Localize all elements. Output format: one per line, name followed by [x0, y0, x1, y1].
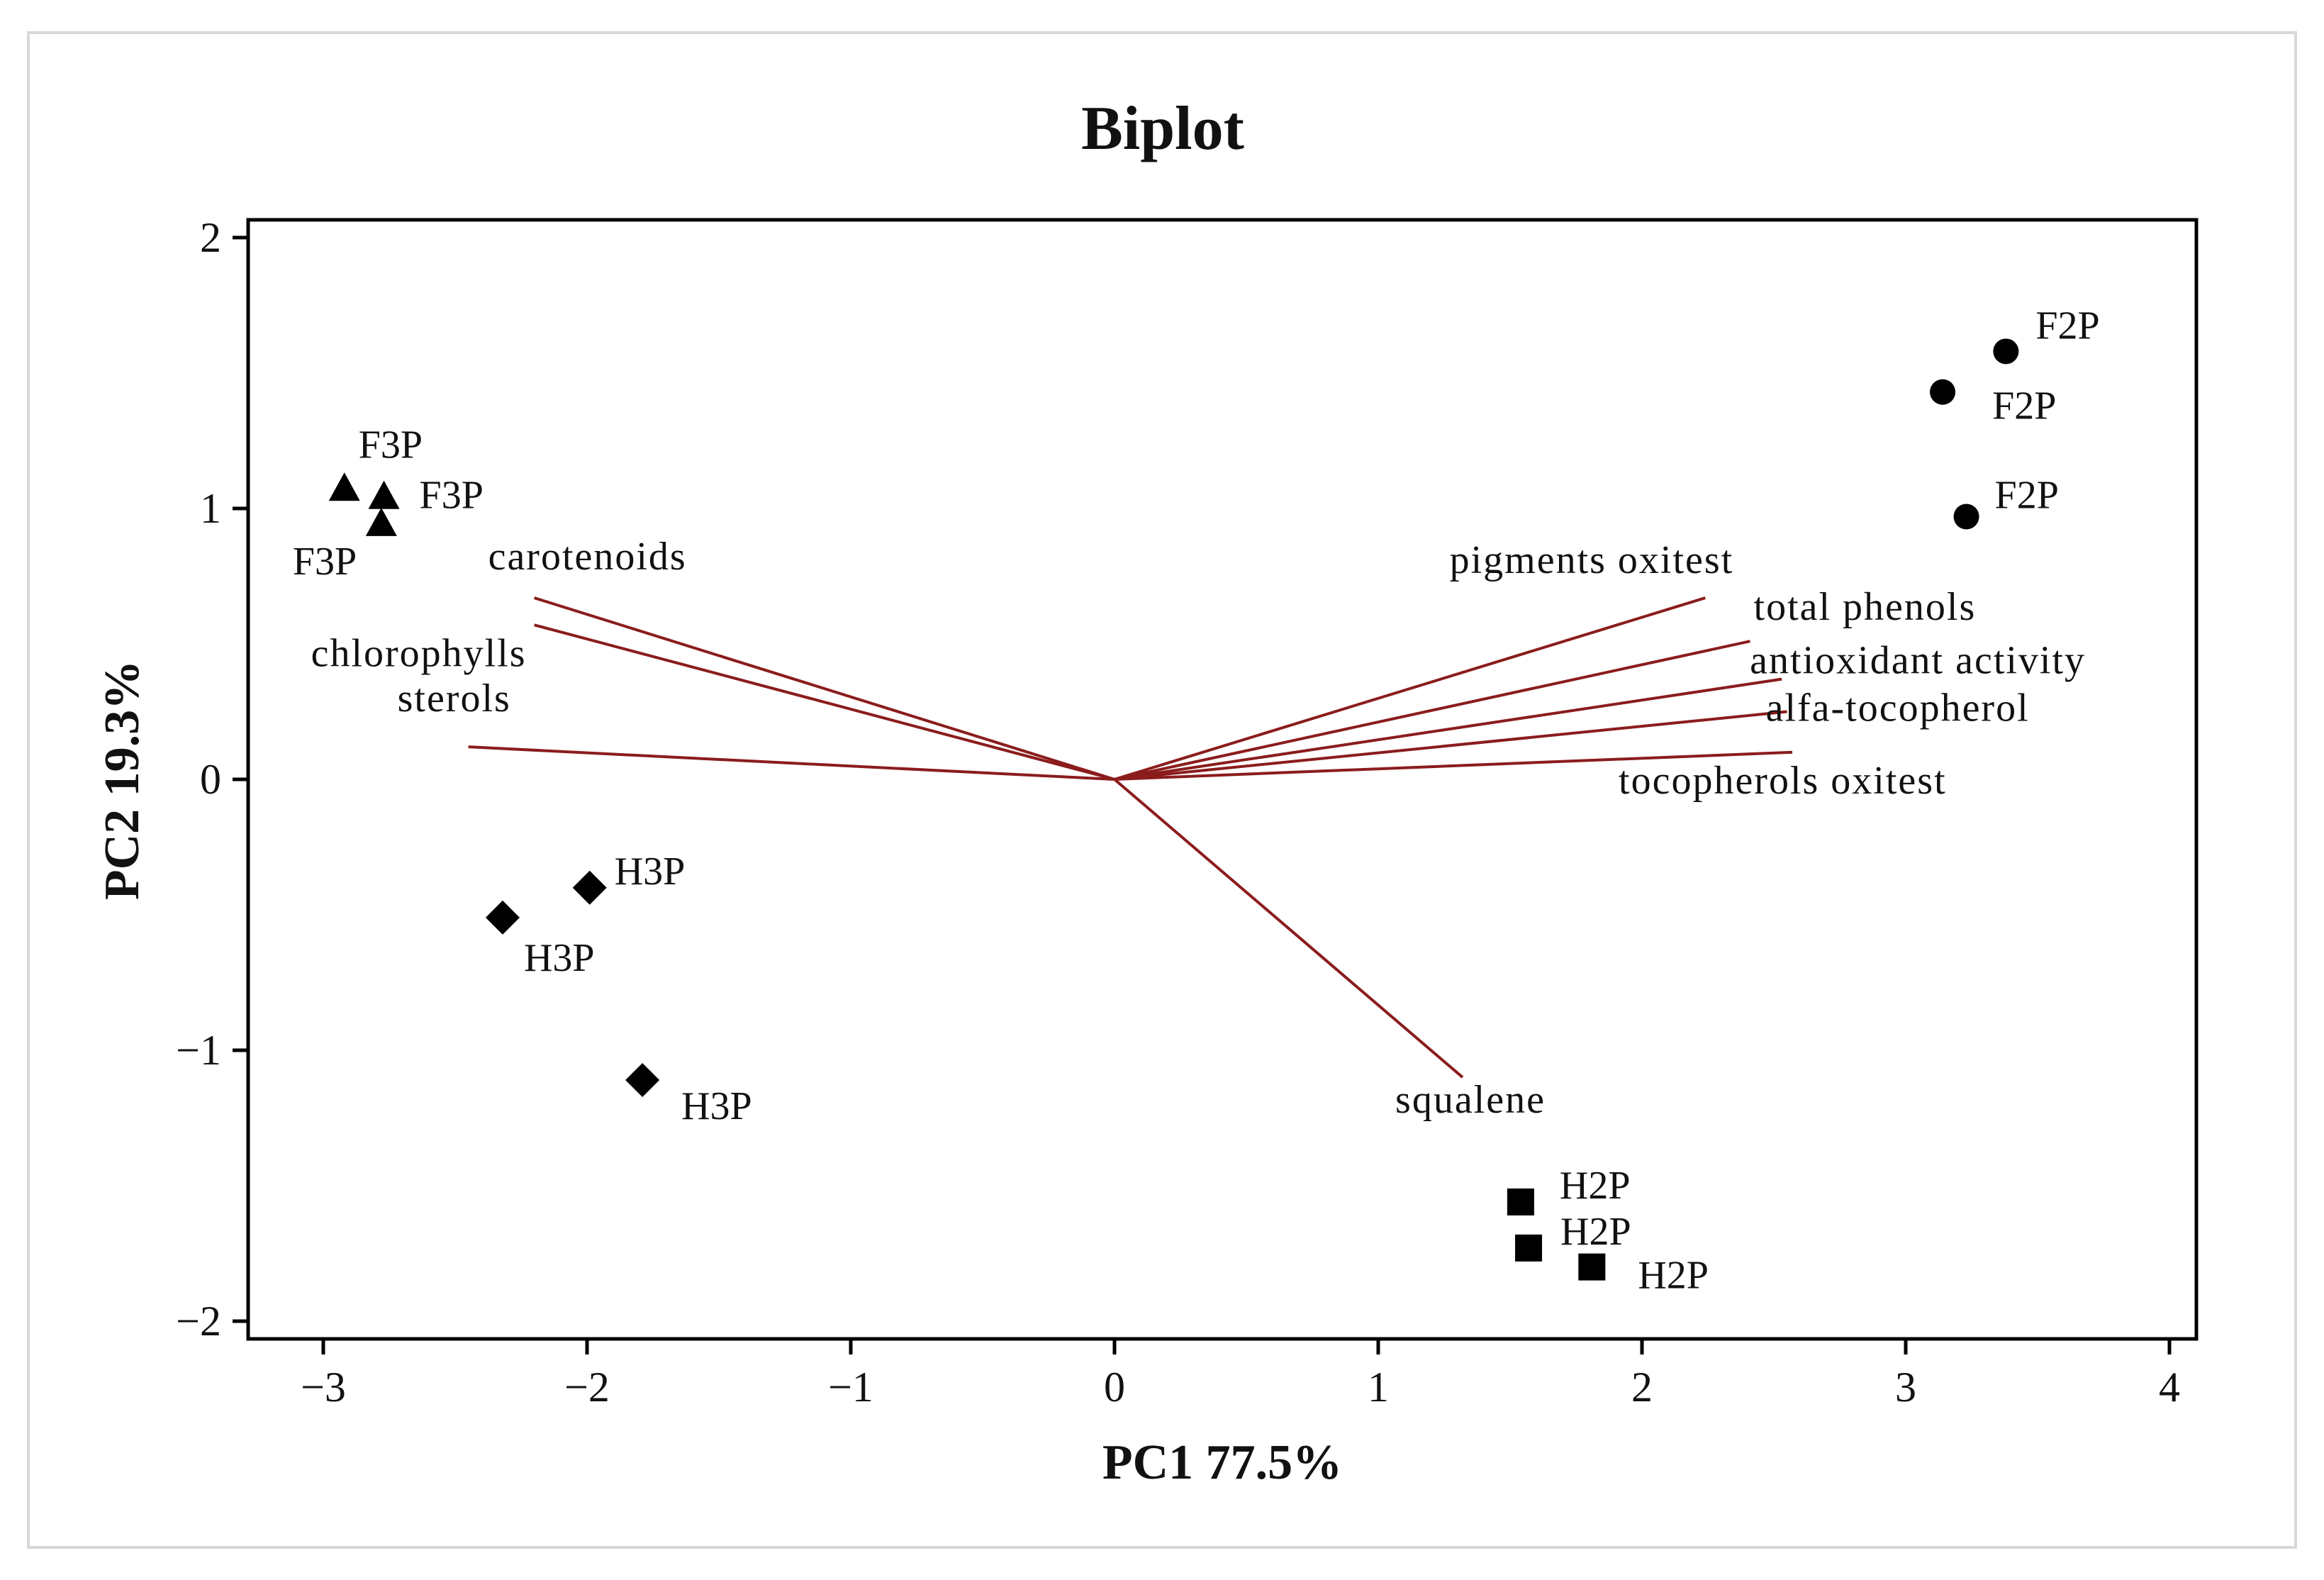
loading-vector [1114, 677, 1782, 781]
y-axis-label: PC2 19.3% [95, 660, 150, 900]
y-axis: 2 1 0 −1 −2 [176, 214, 248, 1345]
loading-label: antioxidant activity [1750, 639, 2086, 683]
y-tick-label: 2 [200, 214, 221, 261]
x-tick-label: 0 [1104, 1364, 1125, 1411]
loading-label: pigments oxitest [1450, 538, 1734, 582]
loading-vector [1113, 778, 1464, 1079]
diamond-marker [625, 1063, 660, 1098]
circle-marker [1993, 338, 2019, 365]
point-label: H2P [1560, 1164, 1631, 1208]
loading-label: chlorophylls [311, 631, 527, 675]
triangle-marker [365, 507, 397, 536]
circle-marker [1930, 379, 1956, 405]
x-tick-label: −3 [301, 1364, 346, 1411]
loading-label: alfa-tocopherol [1766, 686, 2030, 730]
point-label: H3P [524, 936, 595, 980]
x-axis-label: PC1 77.5% [1102, 1435, 1342, 1490]
loading-vector [1114, 750, 1793, 781]
loading-vector [1114, 640, 1750, 781]
x-axis: −3 −2 −1 0 1 2 3 4 [301, 1339, 2180, 1411]
loading-label: carotenoids [488, 535, 687, 579]
loading-vector [534, 623, 1115, 781]
point-label: F3P [359, 423, 423, 467]
point-label: H3P [681, 1084, 752, 1128]
square-marker [1515, 1234, 1543, 1262]
triangle-marker [328, 472, 360, 501]
y-tick-label: −2 [176, 1298, 221, 1345]
loading-label: total phenols [1754, 585, 1977, 629]
diamond-marker [485, 900, 520, 935]
loading-label: sterols [398, 677, 511, 721]
square-marker [1578, 1253, 1606, 1281]
triangle-marker [368, 480, 400, 509]
x-tick-label: 4 [2159, 1364, 2180, 1411]
point-label: F2P [1992, 384, 2056, 428]
x-tick-label: 2 [1631, 1364, 1653, 1411]
circle-marker [1953, 504, 1979, 530]
point-label: H2P [1560, 1210, 1631, 1254]
point-label: F3P [420, 474, 484, 518]
figure-frame [27, 31, 2297, 1549]
y-tick-label: 1 [200, 485, 221, 532]
y-tick-label: 0 [200, 756, 221, 803]
x-tick-label: 3 [1895, 1364, 1916, 1411]
loading-label: squalene [1395, 1078, 1546, 1122]
chart-title: Biplot [1081, 94, 1244, 163]
point-label: F3P [293, 540, 357, 584]
point-label: F2P [1995, 473, 2059, 517]
x-tick-label: −2 [564, 1364, 610, 1411]
square-marker [1507, 1188, 1534, 1215]
point-label: H2P [1638, 1254, 1709, 1298]
y-tick-label: −1 [176, 1027, 221, 1074]
loading-vector [534, 596, 1115, 781]
x-tick-label: 1 [1368, 1364, 1389, 1411]
loading-vector [1114, 710, 1787, 781]
loading-vector [1114, 596, 1706, 781]
point-label: F2P [2035, 304, 2099, 347]
x-tick-label: −1 [828, 1364, 873, 1411]
loading-vector [468, 745, 1115, 781]
diamond-marker [572, 870, 607, 905]
point-label: H3P [615, 850, 686, 894]
loading-label: tocopherols oxitest [1619, 759, 1947, 803]
